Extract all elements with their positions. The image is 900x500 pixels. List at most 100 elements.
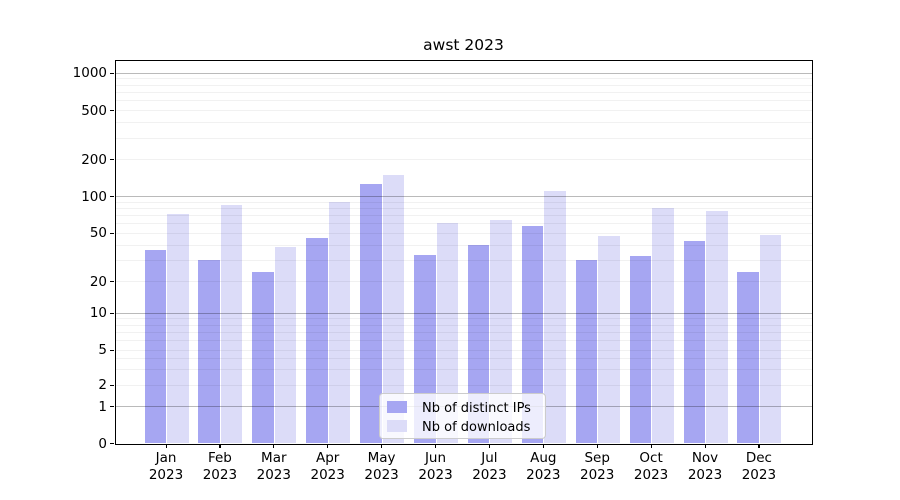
- legend-label-downloads: Nb of downloads: [422, 420, 531, 435]
- bar-nb-of-downloads-apr: [328, 201, 351, 443]
- x-tick-label: Jul 2023: [472, 450, 507, 483]
- x-tick-label: Aug 2023: [526, 450, 561, 483]
- bar-nb-of-distinct-ips-jan: [144, 250, 166, 443]
- legend-entry-distinct-ips: Nb of distinct IPs: [387, 397, 537, 416]
- x-tick-mark: [650, 444, 652, 448]
- y-tick-label: 10: [89, 305, 107, 322]
- x-tick-label: May 2023: [364, 450, 399, 483]
- plot-area: [114, 59, 813, 445]
- x-tick-label: Dec 2023: [741, 450, 777, 483]
- x-tick-mark: [704, 444, 706, 448]
- bar-nb-of-downloads-jun: [436, 223, 458, 443]
- y-tick-label: 1: [98, 398, 107, 415]
- legend: Nb of distinct IPs Nb of downloads: [379, 393, 546, 439]
- x-tick-label: Apr 2023: [310, 450, 345, 483]
- gridline-minor: [115, 201, 812, 203]
- y-tick-mark: [110, 406, 114, 408]
- bar-nb-of-distinct-ips-sep: [575, 259, 598, 443]
- legend-swatch-downloads-icon: [387, 420, 407, 432]
- bar-nb-of-downloads-oct: [652, 207, 674, 443]
- bar-nb-of-distinct-ips-oct: [629, 256, 652, 443]
- x-tick-mark: [165, 444, 167, 448]
- x-tick-mark: [219, 444, 221, 448]
- y-tick-label: 5: [98, 342, 107, 358]
- y-tick-mark: [110, 159, 114, 161]
- gridline-minor: [115, 84, 812, 86]
- y-tick-label: 0: [98, 435, 107, 452]
- gridline-minor: [115, 331, 812, 333]
- x-tick-label: Oct 2023: [633, 450, 669, 483]
- y-tick-mark: [110, 443, 114, 445]
- bar-nb-of-distinct-ips-may: [360, 184, 382, 443]
- x-tick-mark: [488, 444, 491, 448]
- y-tick-label: 20: [89, 273, 107, 290]
- y-tick-mark: [110, 281, 114, 283]
- gridline-minor: [115, 384, 812, 386]
- bar-nb-of-downloads-dec: [759, 234, 782, 443]
- y-tick-label: 1000: [72, 65, 107, 82]
- gridline-minor: [115, 100, 812, 102]
- gridline-minor: [115, 122, 812, 124]
- legend-label-distinct-ips: Nb of distinct IPs: [422, 401, 531, 416]
- bar-nb-of-downloads-aug: [544, 191, 566, 443]
- bar-nb-of-distinct-ips-dec: [737, 271, 759, 443]
- bar-nb-of-downloads-sep: [598, 236, 620, 443]
- gridline-minor: [115, 137, 812, 139]
- gridline-minor: [115, 358, 812, 360]
- x-tick-mark: [542, 444, 544, 448]
- y-tick-label: 500: [81, 102, 107, 119]
- x-tick-mark: [435, 444, 437, 448]
- gridline-minor: [115, 339, 812, 341]
- gridline-minor: [115, 215, 812, 217]
- gridline-minor: [115, 369, 812, 370]
- legend-entry-downloads: Nb of downloads: [387, 416, 537, 435]
- x-tick-mark: [273, 444, 275, 448]
- bar-nb-of-downloads-jan: [167, 213, 189, 443]
- gridline-minor: [115, 318, 812, 320]
- x-tick-mark: [758, 444, 760, 448]
- y-tick-mark: [110, 312, 114, 314]
- gridline-minor: [115, 281, 812, 283]
- bar-nb-of-distinct-ips-apr: [306, 238, 328, 443]
- gridline-minor: [115, 159, 812, 161]
- y-tick-label: 2: [98, 377, 107, 393]
- y-tick-label: 100: [81, 188, 107, 205]
- y-tick-mark: [110, 349, 114, 351]
- bar-nb-of-distinct-ips-nov: [683, 240, 705, 443]
- x-tick-label: Feb 2023: [202, 450, 238, 483]
- y-tick-mark: [110, 196, 114, 198]
- bar-nb-of-downloads-mar: [274, 247, 297, 443]
- y-tick-mark: [110, 110, 114, 112]
- x-tick-label: Nov 2023: [687, 450, 723, 483]
- x-tick-label: Jun 2023: [418, 450, 453, 483]
- gridline-minor: [115, 259, 812, 261]
- y-tick-mark: [110, 72, 114, 74]
- x-tick-mark: [327, 444, 329, 448]
- bar-nb-of-distinct-ips-mar: [252, 271, 274, 443]
- bar-nb-of-downloads-feb: [220, 204, 243, 443]
- gridline-minor: [115, 349, 812, 351]
- chart-title: awst 2023: [423, 36, 504, 54]
- x-tick-label: Sep 2023: [580, 450, 615, 483]
- gridline-major: [115, 196, 812, 198]
- gridline-minor: [115, 232, 812, 234]
- bar-nb-of-downloads-nov: [706, 211, 728, 443]
- gridline-minor: [115, 207, 812, 209]
- gridline-major: [115, 72, 812, 74]
- gridline-minor: [115, 78, 812, 80]
- x-tick-mark: [596, 444, 598, 448]
- y-tick-label: 200: [81, 151, 107, 168]
- gridline-minor: [115, 110, 812, 112]
- y-tick-mark: [110, 232, 114, 234]
- gridline-minor: [115, 92, 812, 94]
- bar-nb-of-distinct-ips-feb: [198, 259, 220, 443]
- x-tick-label: Mar 2023: [256, 450, 291, 483]
- bar-nb-of-downloads-may: [382, 174, 405, 443]
- gridline-major: [115, 312, 812, 314]
- y-tick-mark: [110, 384, 114, 386]
- x-tick-mark: [381, 444, 383, 448]
- bar-nb-of-downloads-jul: [490, 219, 512, 443]
- x-tick-label: Jan 2023: [148, 450, 184, 483]
- gridline-minor: [115, 244, 812, 246]
